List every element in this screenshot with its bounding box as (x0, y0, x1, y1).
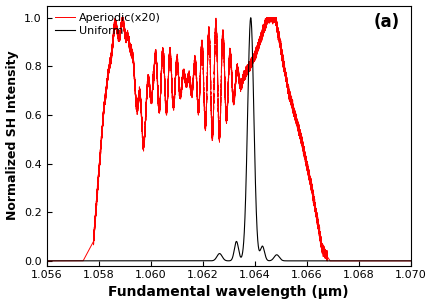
Aperiodic(x20) (119, 16, 124, 20)
Text: (a): (a) (374, 13, 400, 31)
Uniform (289, 259, 294, 263)
Aperiodic(x20) (401, 259, 406, 263)
Uniform (248, 16, 253, 20)
Uniform (330, 259, 335, 263)
Uniform (327, 259, 332, 263)
Aperiodic(x20) (108, 59, 113, 63)
Y-axis label: Normalized SH Intensity: Normalized SH Intensity (6, 51, 19, 221)
Aperiodic(x20) (408, 259, 413, 263)
Uniform (401, 259, 406, 263)
Aperiodic(x20) (64, 259, 69, 263)
Uniform (44, 259, 49, 263)
Aperiodic(x20) (289, 101, 294, 105)
Aperiodic(x20) (327, 259, 332, 262)
Legend: Aperiodic(x20), Uniform: Aperiodic(x20), Uniform (52, 11, 163, 38)
Uniform (64, 259, 69, 263)
X-axis label: Fundamental wavelength (μm): Fundamental wavelength (μm) (108, 285, 349, 300)
Uniform (108, 259, 113, 263)
Line: Aperiodic(x20): Aperiodic(x20) (47, 18, 410, 261)
Line: Uniform: Uniform (47, 18, 410, 261)
Aperiodic(x20) (330, 259, 335, 263)
Uniform (408, 259, 413, 263)
Aperiodic(x20) (44, 259, 49, 263)
